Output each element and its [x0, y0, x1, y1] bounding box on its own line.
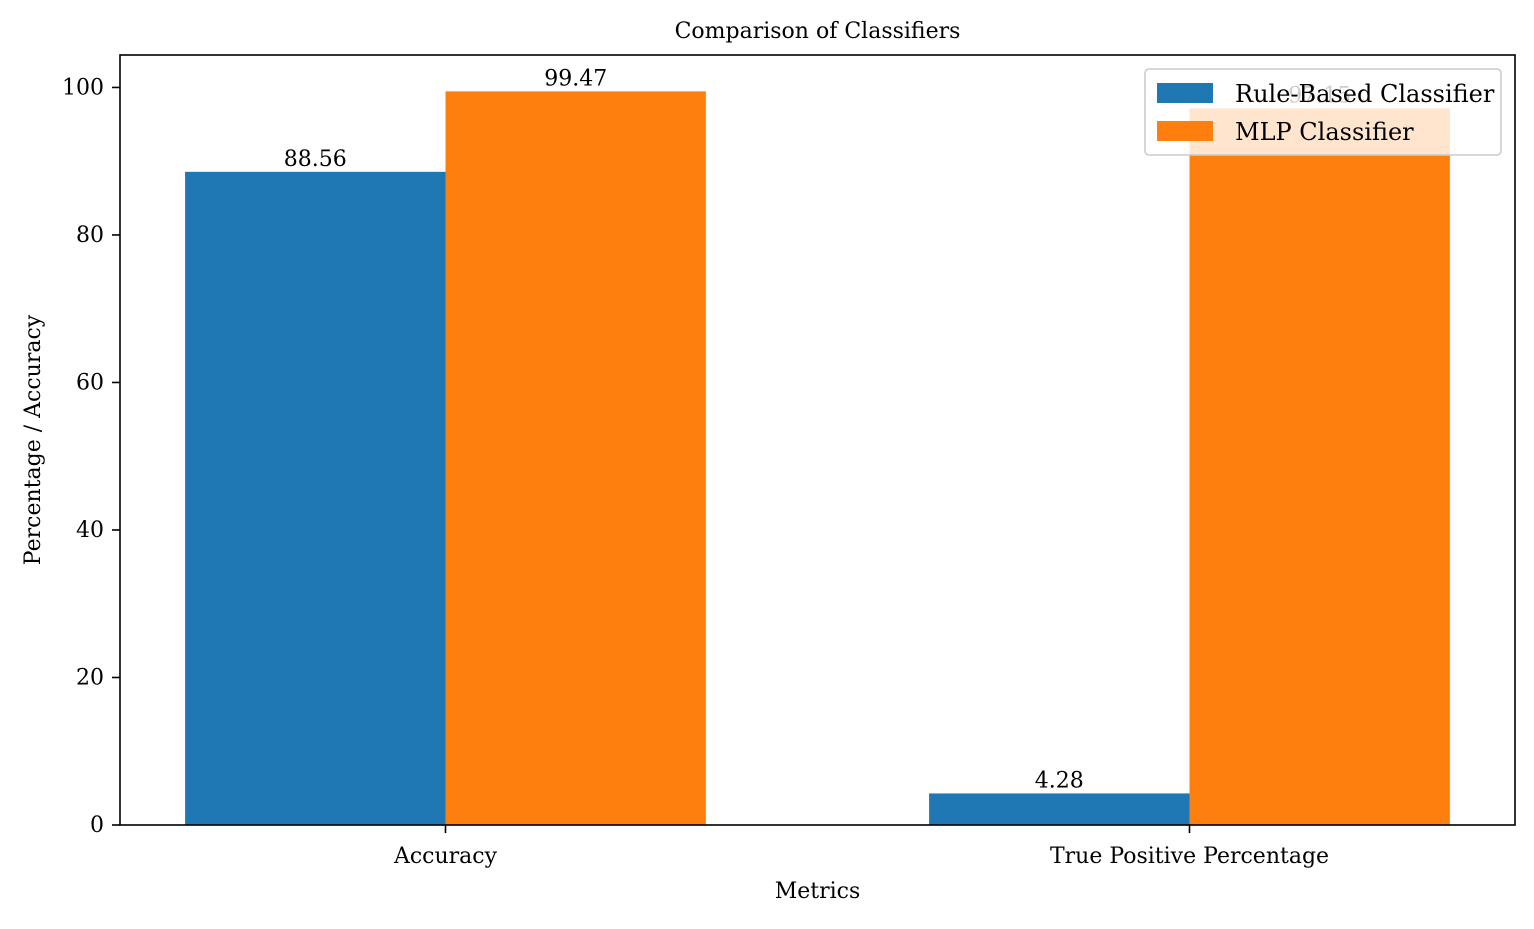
legend-box [1144, 68, 1502, 156]
legend-swatch-0 [1157, 83, 1213, 103]
y-tick-label: 40 [76, 518, 104, 543]
bar-value-label: 88.56 [284, 147, 347, 172]
x-axis: Accuracy True Positive Percentage [393, 825, 1329, 869]
bar-rule-based-classifier-0 [185, 171, 446, 825]
chart-title: Comparison of Classifiers [675, 19, 961, 44]
bar-rule-based-classifier-1 [929, 793, 1190, 825]
legend-entry-label: MLP Classifier [1235, 118, 1414, 146]
legend-swatch-1 [1157, 121, 1213, 141]
x-tick-label: Accuracy [393, 844, 498, 869]
x-axis-label: Metrics [775, 879, 861, 904]
y-tick-label: 0 [90, 813, 104, 838]
plot-frame [119, 54, 1516, 826]
bar-mlp-classifier-0 [445, 91, 706, 826]
y-tick-label: 60 [76, 370, 104, 395]
bar-mlp-classifier-1 [1189, 108, 1450, 826]
legend-entry-label: Rule-Based Classifier [1235, 80, 1495, 108]
x-tick-label: True Positive Percentage [1050, 844, 1329, 869]
y-tick-label: 80 [76, 223, 104, 248]
y-axis: 0 20 40 60 80 100 [62, 75, 120, 838]
y-tick-label: 20 [76, 665, 104, 690]
bar-value-label: 99.47 [544, 66, 607, 91]
bar-value-label: 4.28 [1035, 768, 1084, 793]
bars-layer [185, 91, 1450, 826]
legend: Rule-Based Classifier MLP Classifier [1144, 68, 1502, 156]
y-axis-label: Percentage / Accuracy [21, 314, 46, 565]
y-tick-label: 100 [62, 75, 104, 100]
